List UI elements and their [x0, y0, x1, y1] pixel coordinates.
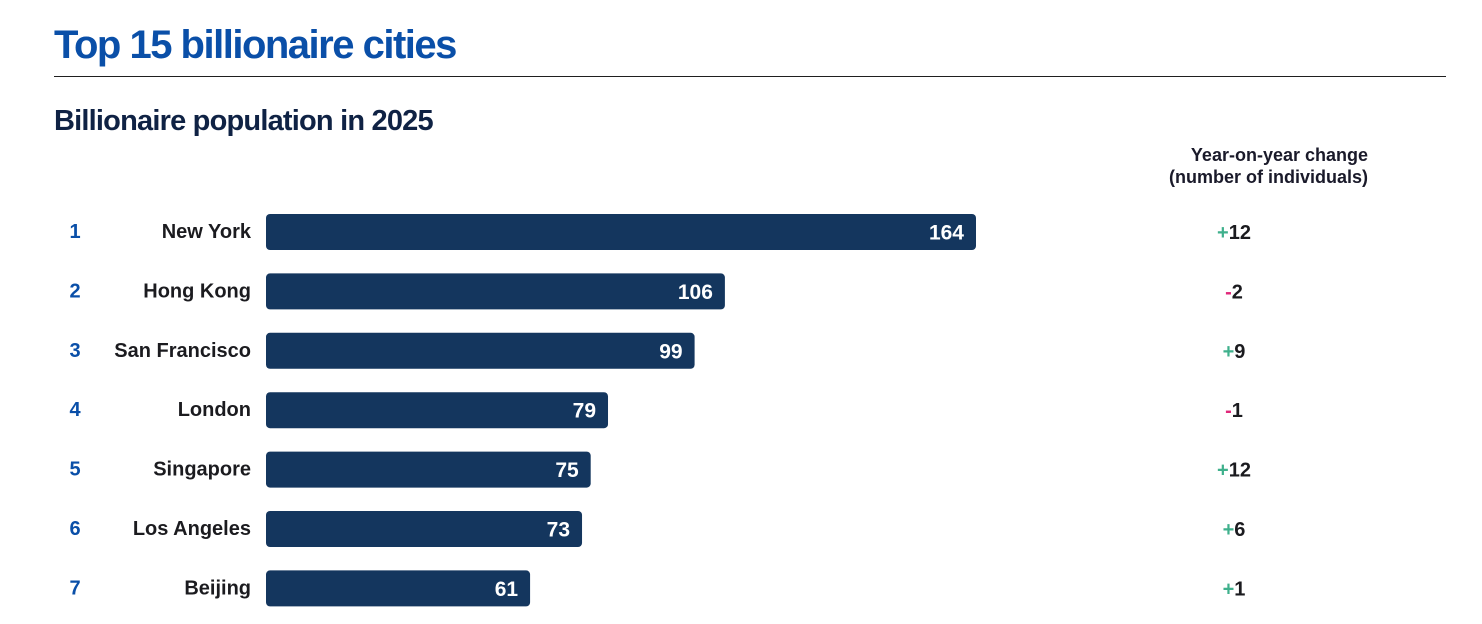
- category-label: Los Angeles: [133, 518, 251, 540]
- change-number: 12: [1229, 460, 1251, 482]
- value-label: 106: [678, 281, 713, 304]
- bar-row: 2 Hong Kong 106 -2: [69, 273, 1243, 310]
- change-number: 9: [1234, 341, 1245, 363]
- rank-label: 4: [69, 399, 81, 421]
- change-label: +9: [1223, 341, 1246, 363]
- change-label: +6: [1223, 519, 1246, 541]
- bar-row: 5 Singapore 75 +12: [69, 451, 1251, 488]
- bar: [266, 451, 591, 488]
- rank-label: 5: [69, 459, 80, 481]
- bar-row: 7 Beijing 61 +1: [69, 570, 1246, 607]
- rank-label: 1: [69, 221, 80, 243]
- value-label: 99: [659, 340, 682, 363]
- change-label: -1: [1225, 400, 1243, 422]
- category-label: Singapore: [153, 459, 251, 481]
- bar-row: 1 New York 164 +12: [69, 214, 1251, 250]
- value-label: 61: [495, 578, 519, 601]
- bar: [266, 392, 609, 429]
- change-sign: +: [1217, 222, 1229, 244]
- bar: [266, 332, 695, 369]
- rank-label: 2: [69, 280, 80, 302]
- bar: [266, 214, 976, 250]
- change-label: +12: [1217, 460, 1251, 482]
- change-number: 2: [1232, 281, 1243, 303]
- value-label: 79: [573, 400, 596, 423]
- change-number: 1: [1232, 400, 1243, 422]
- change-number: 1: [1234, 578, 1245, 600]
- chart-subtitle: Billionaire population in 2025: [54, 105, 434, 137]
- change-sign: +: [1223, 578, 1235, 600]
- value-label: 164: [929, 222, 964, 245]
- change-number: 12: [1229, 222, 1251, 244]
- rank-label: 6: [69, 518, 80, 540]
- bar-row: 4 London 79 -1: [69, 392, 1243, 429]
- bar-row: 6 Los Angeles 73 +6: [69, 511, 1245, 547]
- value-label: 75: [555, 459, 579, 482]
- value-label: 73: [547, 519, 570, 542]
- rank-label: 7: [69, 577, 80, 599]
- bar: [266, 273, 725, 310]
- change-sign: -: [1225, 400, 1232, 422]
- category-label: Hong Kong: [143, 280, 251, 302]
- bar: [266, 570, 531, 607]
- change-sign: +: [1223, 341, 1235, 363]
- change-sign: -: [1225, 281, 1232, 303]
- change-label: -2: [1225, 281, 1243, 303]
- page-title: Top 15 billionaire cities: [54, 23, 457, 67]
- yoy-change-header: Year-on-year change (number of individua…: [1120, 144, 1368, 188]
- change-label: +1: [1223, 578, 1246, 600]
- bar: [266, 511, 583, 547]
- category-label: Beijing: [184, 577, 251, 599]
- title-divider: [54, 76, 1446, 77]
- change-number: 6: [1234, 519, 1245, 541]
- change-sign: +: [1223, 519, 1235, 541]
- rank-label: 3: [69, 340, 80, 362]
- category-label: San Francisco: [114, 340, 251, 362]
- bar-row: 3 San Francisco 99 +9: [69, 332, 1246, 369]
- category-label: New York: [162, 221, 252, 243]
- yoy-change-header-line-2: (number of individuals): [1168, 167, 1368, 187]
- category-label: London: [178, 399, 251, 421]
- change-label: +12: [1217, 222, 1251, 244]
- yoy-change-header-line-1: Year-on-year change: [1190, 145, 1368, 165]
- change-sign: +: [1217, 460, 1229, 482]
